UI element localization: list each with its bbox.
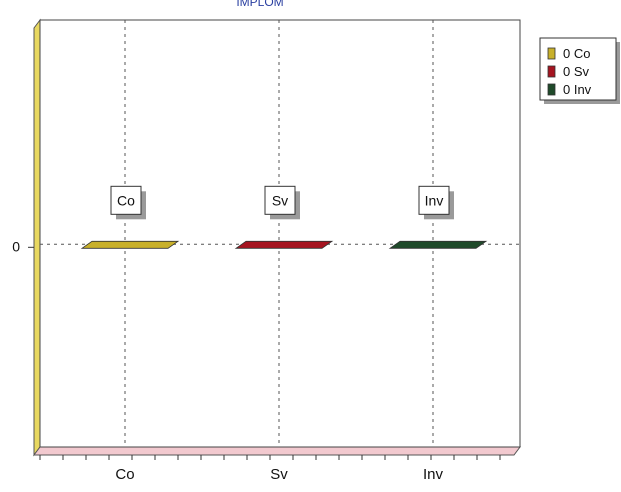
plot-frame <box>39 19 521 448</box>
legend-swatch <box>547 65 556 78</box>
bar-label: Sv <box>272 192 288 208</box>
x-tick-label: Co <box>115 466 134 483</box>
legend-entry: 0 Inv <box>563 82 592 97</box>
chart-title: IMPLOM <box>236 0 283 9</box>
x-tick-label: Inv <box>423 466 444 483</box>
y-tick-label: 0 <box>12 238 20 254</box>
x-tick-label: Sv <box>270 466 288 483</box>
bar-label-box <box>264 185 296 215</box>
floor <box>33 446 521 456</box>
legend-swatch <box>547 47 556 60</box>
bar-inv <box>388 240 488 249</box>
bar-label-box <box>418 185 450 215</box>
bar-co <box>80 240 180 249</box>
bar-sv <box>234 240 334 249</box>
bar-label: Co <box>117 192 135 208</box>
legend-entry: 0 Co <box>563 46 590 61</box>
legend[interactable]: 0 Co 0 Sv 0 Inv <box>539 37 620 104</box>
legend-entry: 0 Sv <box>563 64 590 79</box>
bar-label-box <box>110 185 142 215</box>
left-wall <box>33 18 41 457</box>
bar-label: Inv <box>425 192 444 208</box>
legend-swatch <box>547 83 556 96</box>
plot-area: 0 Co Co Sv Sv Inv Inv <box>12 18 521 483</box>
